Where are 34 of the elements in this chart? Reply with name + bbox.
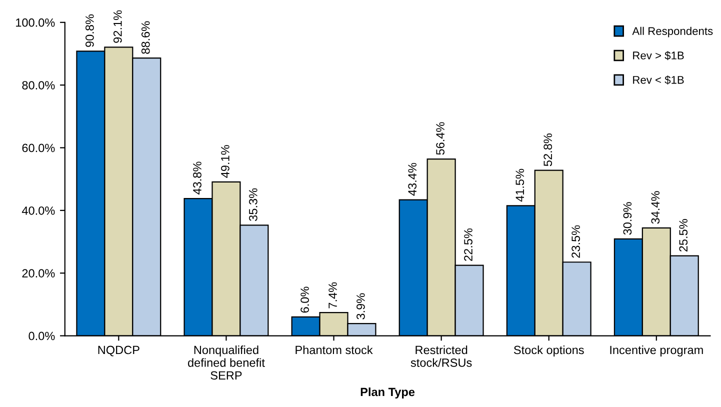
x-tick-label: Restricted stock/RSUs <box>410 345 472 367</box>
y-tick-label: 80.0% <box>22 81 55 90</box>
data-label: 43.8% <box>193 162 202 194</box>
y-tick-label: 100.0% <box>16 18 55 27</box>
y-tick-label: 40.0% <box>22 206 55 215</box>
y-tick-label: 0.0% <box>28 332 55 340</box>
data-label: 90.8% <box>86 14 94 47</box>
data-label: 34.4% <box>651 191 660 224</box>
x-tick-label: Stock options <box>514 345 584 356</box>
data-label: 30.9% <box>623 202 632 235</box>
x-axis-title: Plan Type <box>360 387 415 398</box>
y-tick-label: 60.0% <box>22 144 55 152</box>
data-label: 88.6% <box>141 21 150 54</box>
data-label: 3.9% <box>356 293 365 320</box>
data-label: 49.1% <box>221 145 230 178</box>
x-tick-label: Phantom stock <box>296 345 373 354</box>
legend-label: Rev > $1B <box>633 51 684 60</box>
y-tick-label: 20.0% <box>22 269 55 278</box>
x-tick-label: Nonqualified defined benefit SERP <box>188 345 265 380</box>
data-label: 6.0% <box>300 286 309 313</box>
data-label: 23.5% <box>572 225 580 258</box>
data-label: 92.1% <box>113 10 122 43</box>
data-label: 41.5% <box>516 168 524 202</box>
legend-label: Rev < $1B <box>633 76 684 84</box>
data-label: 43.4% <box>408 162 417 196</box>
x-tick-label: Incentive program <box>610 345 703 356</box>
data-label: 52.8% <box>544 133 552 166</box>
data-label: 25.5% <box>679 219 688 252</box>
data-label: 22.5% <box>464 228 472 261</box>
data-label: 7.4% <box>328 282 337 308</box>
data-label: 56.4% <box>436 122 444 155</box>
x-tick-label: NQDCP <box>98 346 140 356</box>
data-label: 35.3% <box>248 188 258 221</box>
legend-label: All Respondents <box>632 26 713 38</box>
